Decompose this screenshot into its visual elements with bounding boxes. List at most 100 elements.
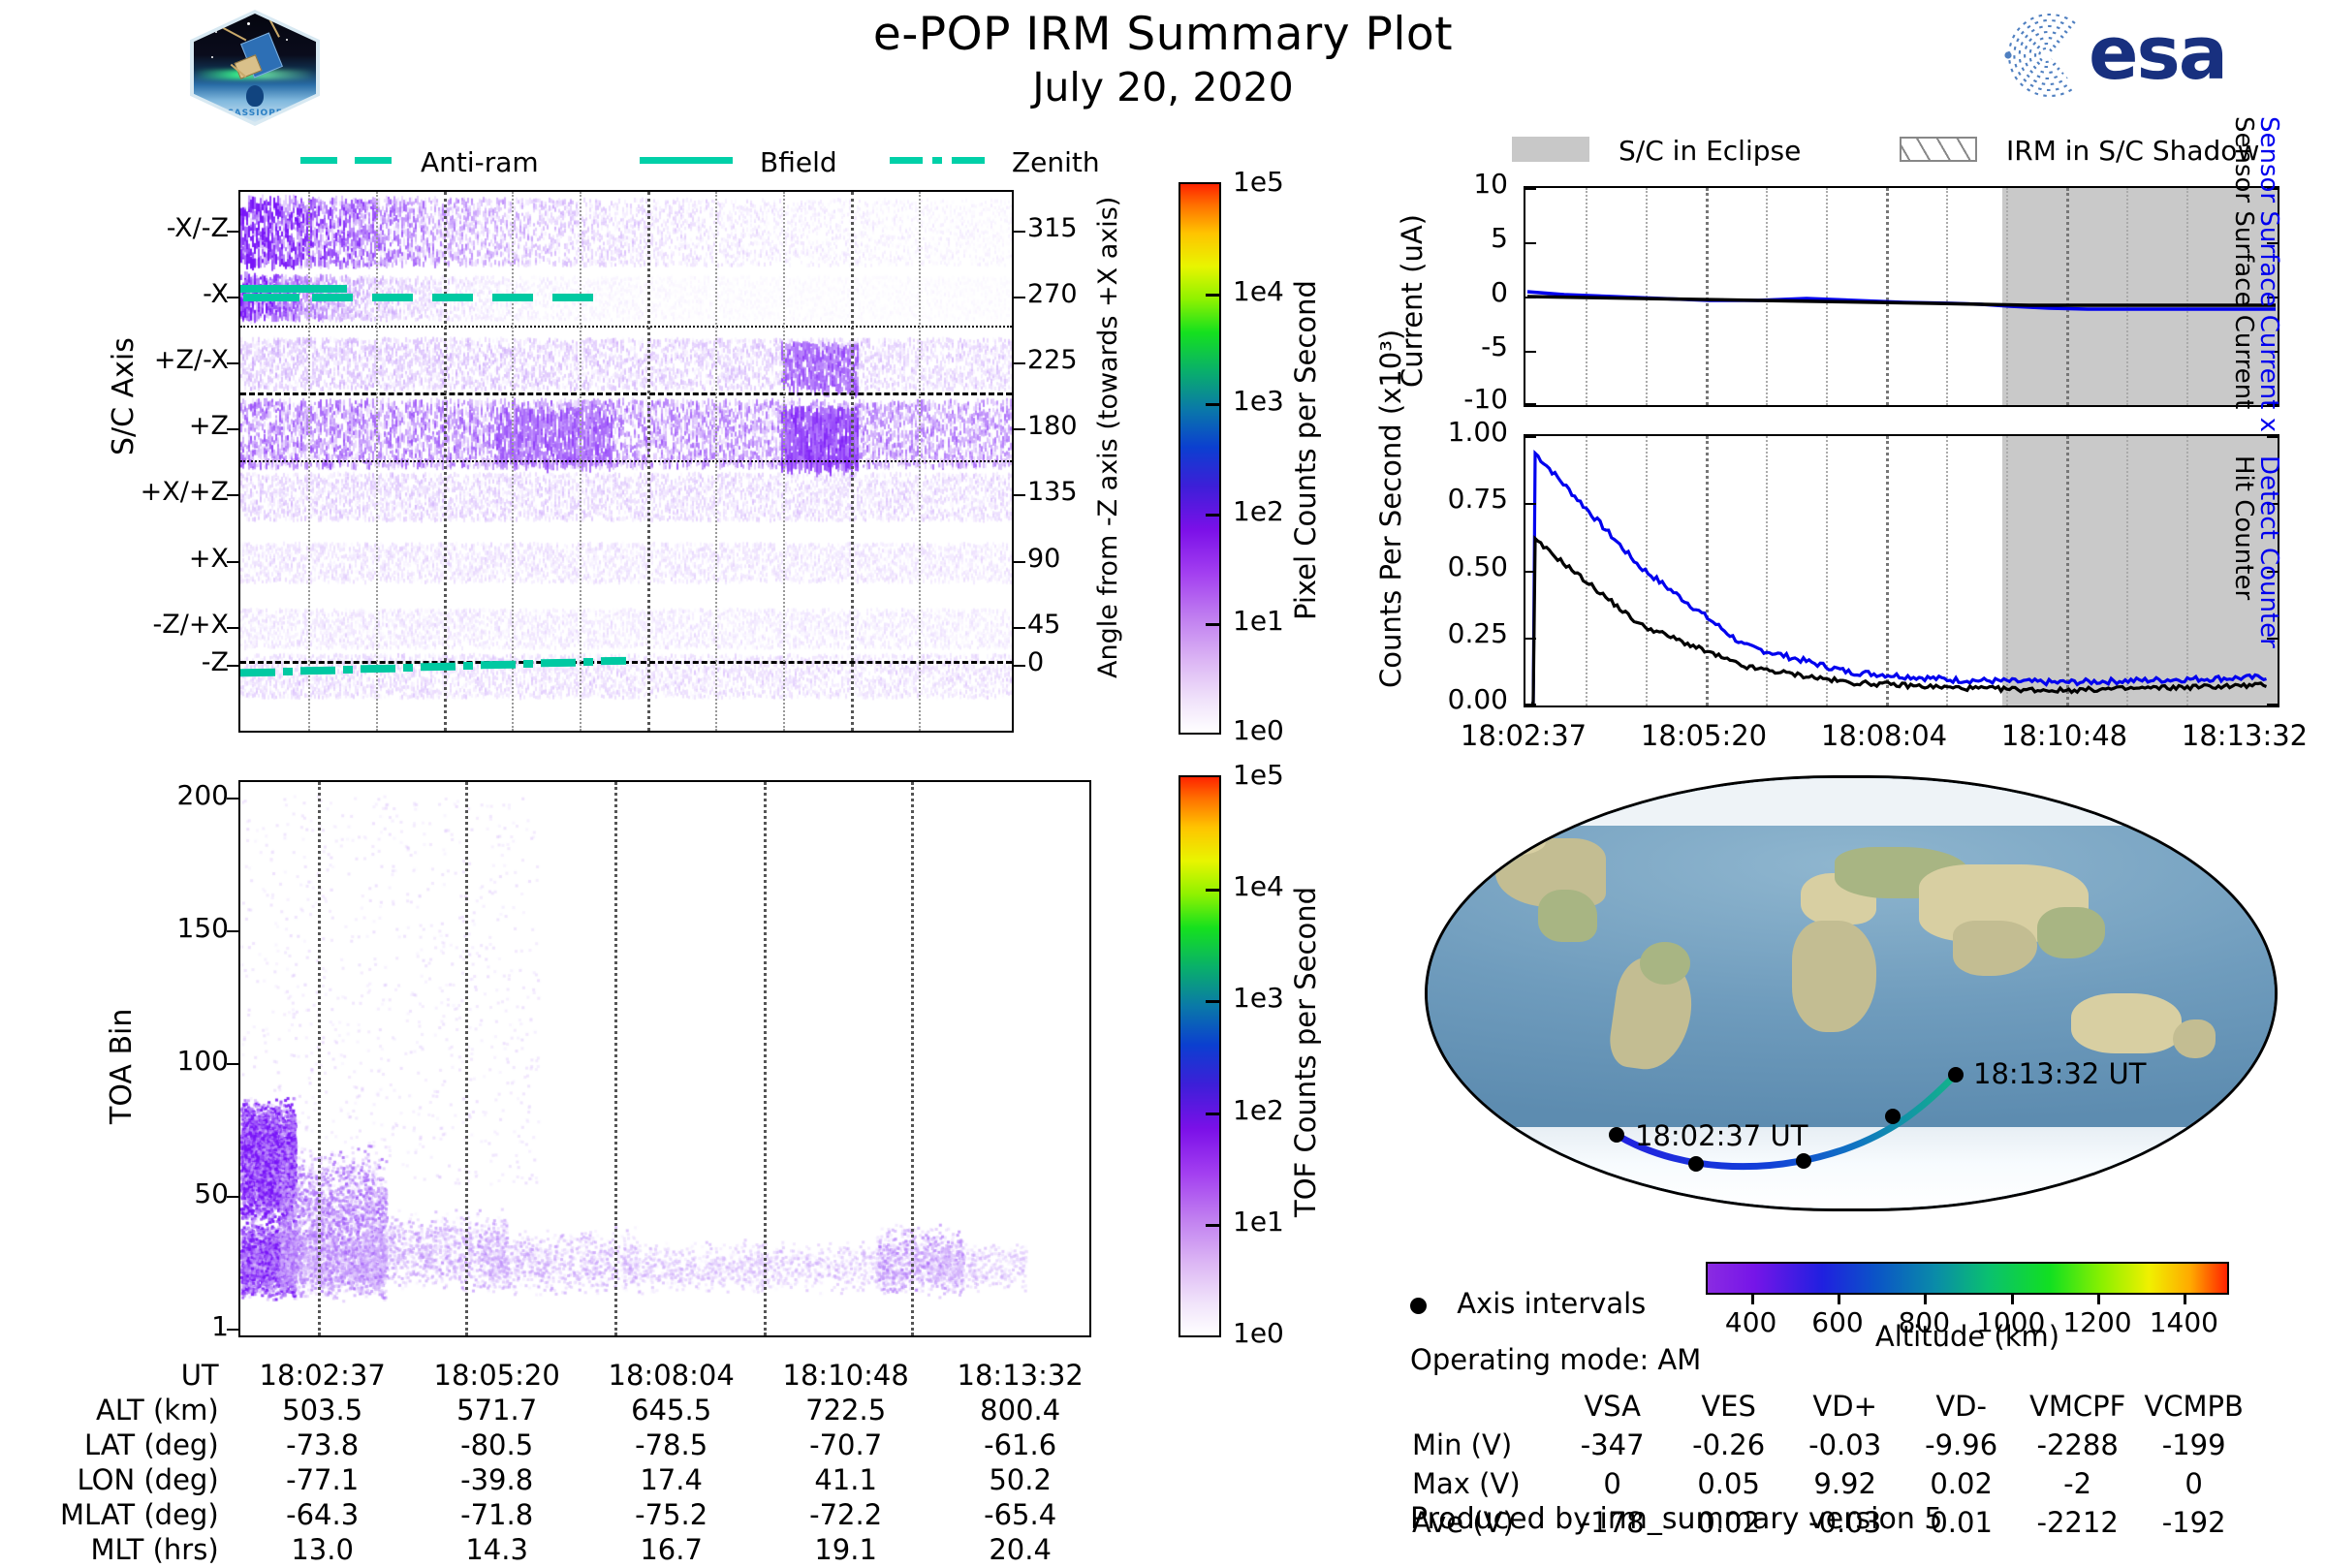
ut-cell: 20.4 xyxy=(989,1533,1052,1566)
sc-axis-ytick-left: -X/-Z xyxy=(166,213,229,243)
table-row: UT 18:02:37 18:05:20 18:08:04 18:10:48 18:13:… xyxy=(60,1359,1107,1392)
track-start-label: 18:02:37 UT xyxy=(1635,1119,1808,1152)
legend-label-sc-eclipse: S/C in Eclipse xyxy=(1619,135,1802,167)
ut-row-label: UT xyxy=(180,1359,219,1392)
toa-tick-mark xyxy=(227,1063,238,1065)
ytick-label: 1.00 xyxy=(1447,416,1508,448)
colorbar-tick-label: 1e4 xyxy=(1233,275,1284,308)
altitude-tick-label: 800 xyxy=(1898,1306,1951,1338)
current-series-black xyxy=(1526,295,2276,307)
voltage-cell: 0 xyxy=(2185,1467,2203,1500)
colorbar-tick-label: 1e1 xyxy=(1233,1205,1284,1238)
axis-intervals-label: Axis intervals xyxy=(1457,1287,1647,1320)
pixel-counts-colorbar-title: Pixel Counts per Second xyxy=(1289,280,1322,620)
ytick-label: 0.25 xyxy=(1447,617,1508,649)
table-row: ALT (km) 503.5 571.7 645.5 722.5 800.4 xyxy=(60,1394,1107,1427)
sc-axis-ytick-right: 180 xyxy=(1027,411,1078,441)
voltage-column-header: VCMPB xyxy=(2144,1390,2244,1423)
ut-cell: 16.7 xyxy=(640,1533,703,1566)
ytick-label: -10 xyxy=(1463,383,1508,415)
ut-cell: -70.7 xyxy=(809,1428,883,1461)
trace-zenith-seg xyxy=(299,666,336,675)
sensor-surface-current-plot[interactable] xyxy=(1524,186,2279,407)
page-title: e-POP IRM Summary Plot xyxy=(872,8,1454,61)
voltage-column-header: VD+ xyxy=(1812,1390,1877,1423)
sc-axis-tick-mark xyxy=(1014,494,1025,496)
eclipse-swatch xyxy=(1512,137,1589,162)
ut-cell: -75.2 xyxy=(635,1498,708,1531)
legend-label-zenith: Zenith xyxy=(1012,146,1100,178)
sc-axis-ytick-right: 225 xyxy=(1027,345,1078,375)
colorbar-tick-label: 1e2 xyxy=(1233,494,1284,527)
altitude-tick-label: 1000 xyxy=(1976,1306,2046,1338)
ut-cell: -80.5 xyxy=(460,1428,534,1461)
sc-axis-tick-mark xyxy=(227,231,238,233)
counts-series-hit xyxy=(1531,535,2268,706)
ut-row-label: LAT (deg) xyxy=(84,1428,219,1461)
ut-cell: -73.8 xyxy=(286,1428,360,1461)
sc-axis-tick-mark xyxy=(1014,665,1025,667)
ut-cell: 18:13:32 xyxy=(957,1359,1084,1392)
voltage-cell: -178 xyxy=(1580,1506,1645,1539)
sc-axis-ytick-left: -X xyxy=(203,279,229,309)
toa-ytick-label: 200 xyxy=(176,779,229,811)
sc-axis-ytick-right: 135 xyxy=(1027,477,1078,507)
voltage-cell: -0.03 xyxy=(1808,1506,1882,1539)
sc-axis-tick-mark xyxy=(1014,231,1025,233)
ut-cell: -64.3 xyxy=(286,1498,360,1531)
colorbar-tick xyxy=(1206,622,1219,626)
voltage-cell: -0.26 xyxy=(1692,1428,1766,1461)
ut-cell: 17.4 xyxy=(640,1463,703,1496)
voltage-cell: 9.92 xyxy=(1813,1467,1876,1500)
ut-cell: 722.5 xyxy=(805,1394,887,1427)
esa-wordmark: esa xyxy=(2089,10,2228,96)
track-end-label: 18:13:32 UT xyxy=(1973,1057,2147,1090)
operating-mode-label: Operating mode: AM xyxy=(1410,1343,1702,1376)
table-row: LAT (deg) -73.8 -80.5 -78.5 -70.7 -61.6 xyxy=(60,1428,1107,1461)
toa-bin-plot[interactable] xyxy=(238,780,1091,1337)
counts-per-second-plot[interactable] xyxy=(1524,434,2279,707)
ut-row-label: ALT (km) xyxy=(96,1394,219,1427)
sc-axis-tick-mark xyxy=(227,362,238,364)
sc-axis-ytick-left: +X/+Z xyxy=(140,477,229,507)
map-legend: Axis intervals xyxy=(1410,1287,1646,1320)
toa-ytick-label: 50 xyxy=(194,1177,229,1209)
voltage-cell: -192 xyxy=(2161,1506,2226,1539)
legend-label-anti-ram: Anti-ram xyxy=(421,146,539,178)
ytick-label: 10 xyxy=(1473,168,1508,200)
colorbar-tick xyxy=(1206,1112,1219,1115)
globe-projection: 18:02:37 UT 18:13:32 UT xyxy=(1425,775,2278,1211)
counts-right-label-blue: Detect Counter xyxy=(2254,455,2283,648)
sc-axis-tick-mark xyxy=(227,627,238,629)
ut-cell: 571.7 xyxy=(456,1394,538,1427)
altitude-tick-label: 400 xyxy=(1724,1306,1777,1338)
ut-row-label: MLAT (deg) xyxy=(60,1498,219,1531)
ut-cell: 13.0 xyxy=(291,1533,354,1566)
table-header-row: VSA VES VD+ VD- VMCPF VCMPB xyxy=(1412,1390,2251,1427)
current-right-label-blue: Sensor Surface Current x 5 xyxy=(2254,116,2283,456)
sc-axis-ytick-left: -Z xyxy=(201,647,229,677)
ut-cell: 800.4 xyxy=(980,1394,1061,1427)
voltage-row-label: Ave (V) xyxy=(1412,1506,1514,1539)
ground-track-map[interactable]: 18:02:37 UT 18:13:32 UT xyxy=(1425,775,2278,1211)
ut-cell: -65.4 xyxy=(984,1498,1057,1531)
voltage-column-header: VSA xyxy=(1584,1390,1641,1423)
voltage-cell: 0.02 xyxy=(1930,1467,1993,1500)
ut-cell: 18:10:48 xyxy=(782,1359,909,1392)
voltage-cell: 0 xyxy=(1603,1467,1621,1500)
sc-axis-spectrogram[interactable] xyxy=(238,190,1014,733)
legend-label-bfield: Bfield xyxy=(760,146,837,178)
colorbar-tick-label: 1e4 xyxy=(1233,870,1284,903)
trace-zenith-seg xyxy=(583,658,593,666)
colorbar-tick xyxy=(1206,403,1219,407)
altitude-tick xyxy=(2010,1293,2014,1304)
ut-cell: 14.3 xyxy=(465,1533,528,1566)
ut-cell: -61.6 xyxy=(984,1428,1057,1461)
sc-axis-tick-mark xyxy=(227,561,238,563)
current-traces xyxy=(1526,290,2276,311)
ytick-label: 0.50 xyxy=(1447,550,1508,582)
ytick-label: 0.00 xyxy=(1447,683,1508,715)
sc-axis-ytick-right: 270 xyxy=(1027,279,1078,309)
ut-row-label: MLT (hrs) xyxy=(90,1533,219,1566)
sc-axis-tick-mark xyxy=(227,494,238,496)
